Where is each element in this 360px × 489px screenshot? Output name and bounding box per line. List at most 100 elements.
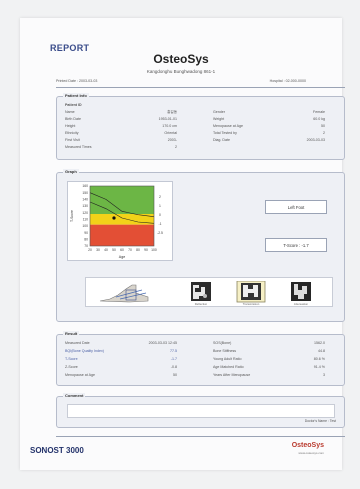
right-tick-label: 1 [159,204,161,208]
field-label: Diag. Date [213,138,230,142]
result-title: Result [63,331,80,336]
field-row: Measured Times 2 [65,145,177,149]
foot-side-label: Left Foot [265,200,327,214]
x-tick-label: 80 [136,248,140,252]
field-label: Menopause at Age [213,124,243,128]
report-page: REPORT OsteoSys Kangdonghu Bunghwadong 8… [20,18,345,470]
field-value: 50 [321,124,325,128]
patient-id-heading: Patient ID [65,103,82,107]
hospital-address: Kangdonghu Bunghwadong 861-1 [146,69,216,74]
foot-scan-thumbnail[interactable] [96,281,152,305]
right-tick-label: 0 [159,213,161,217]
result-panel: Result Measured Date 2003-03-03 12:45 BQI(… [56,331,345,386]
x-tick-label: 50 [112,248,116,252]
y-tick-label: 110 [83,218,89,222]
field-row: BQI(Bone Quality Index) 77.5 [65,349,177,353]
field-value: 80.6 % [313,357,325,361]
field-value: 50 [173,373,177,377]
field-label: Young Adult Ratio [213,357,242,361]
field-value: Oriental [164,131,177,135]
field-label: Age Matched Ratio [213,365,244,369]
graph-title: Graph [63,169,79,174]
transmission-scan-icon [236,280,266,303]
comment-box[interactable] [67,404,335,418]
comment-panel: Comment Doctor's Name : Test [56,393,345,428]
foot-icon [99,284,149,303]
field-label: Birth Date [65,117,81,121]
reflection-thumbnail[interactable]: Reflection [188,281,214,306]
field-row: Z-Score -0.8 [65,365,177,369]
y-axis-label: T-Score [70,210,74,222]
y-tick-label: 140 [82,198,88,202]
printed-date: Printed Date : 2003-03-03 [56,79,98,83]
thumb-label-reflection: Reflection [194,302,208,306]
y-tick-label: 80 [84,238,88,242]
field-row: First Visit 2003- [65,138,177,142]
footer-url: www.osteosys.com [298,451,324,455]
field-label: Height [65,124,76,128]
field-row: Ethnicity Oriental [65,131,177,135]
field-value: 44.8 [318,349,325,353]
field-row: Gender Female [213,110,325,114]
reflection-scan-icon [191,282,211,301]
x-tick-label: 70 [128,248,132,252]
field-value: 60.0 kg [313,117,325,121]
field-value: 2003-03-03 [306,138,325,142]
x-tick-label: 30 [96,248,100,252]
doctor-name: Doctor's Name : Test [304,419,336,423]
field-row: Menopause at Age 50 [213,124,325,128]
reference-curve-2 [89,201,155,224]
field-label: Name [65,110,75,114]
patient-info-panel: Patient Info Patient ID Name 홍길동 Birth Dat… [56,93,345,160]
field-label: SOS(Bone) [213,341,232,345]
band-osteopenia [90,214,154,225]
transmission-thumbnail[interactable]: Transmission [236,280,266,306]
y-tick-label: 160 [82,184,88,188]
field-row: Height 170.0 cm [65,124,177,128]
field-label: Z-Score [65,365,78,369]
field-label: Measured Times [65,145,92,149]
right-tick-label: -2.5 [157,231,163,235]
field-row: Young Adult Ratio 80.6 % [213,357,325,361]
field-value: 2003-03-03 12:45 [148,341,177,345]
field-value: -0.8 [170,365,177,369]
y-tick-label: 70 [84,244,88,248]
field-row: Measured Date 2003-03-03 12:45 [65,341,177,345]
y-tick-label: 120 [82,211,88,215]
field-row: Bone Stiffness 44.8 [213,349,325,353]
field-row: Name 홍길동 [65,110,177,114]
comment-title: Comment [63,393,86,398]
field-value: -1.7 [170,357,177,361]
y-tick-label: 130 [82,204,88,208]
field-value: 3 [323,373,325,377]
field-value: 170.0 cm [162,124,177,128]
attenuation-scan-icon [291,282,311,301]
tscore-box: T-Score : -1.7 [265,238,327,252]
field-label: Measured Date [65,341,90,345]
field-label: T-Score [65,357,78,361]
x-tick-label: 20 [88,248,92,252]
field-label: Total Tested by [213,131,237,135]
x-tick-label: 40 [104,248,108,252]
field-row: Total Tested by 2 [213,131,325,135]
band-normal [90,186,154,214]
field-row: Years After Menopause 3 [213,373,325,377]
field-label: BQI(Bone Quality Index) [65,349,104,353]
y-tick-label: 150 [82,191,88,195]
field-value: 1562.0 [314,341,325,345]
y-tick-label: 90 [84,231,88,235]
field-value: Female [313,110,325,114]
field-value: 1953-01-01 [158,117,177,121]
field-row: Age Matched Ratio 91.4 % [213,365,325,369]
x-tick-label: 90 [144,248,148,252]
tscore-chart: 160 150 140 130 120 110 100 90 80 70 20 30 40 50 60 70 8… [67,181,173,261]
footer-divider [56,436,345,437]
graph-panel: Graph 160 150 140 130 120 110 100 90 80 70 20 30 40 5… [56,169,345,322]
product-name: SONOST 3000 [30,446,84,455]
attenuation-thumbnail[interactable]: Attenuation [288,281,314,306]
brand-title: OsteoSys [153,52,209,66]
plot-frame [89,185,155,247]
field-value: 2 [323,131,325,135]
field-label: Gender [213,110,225,114]
